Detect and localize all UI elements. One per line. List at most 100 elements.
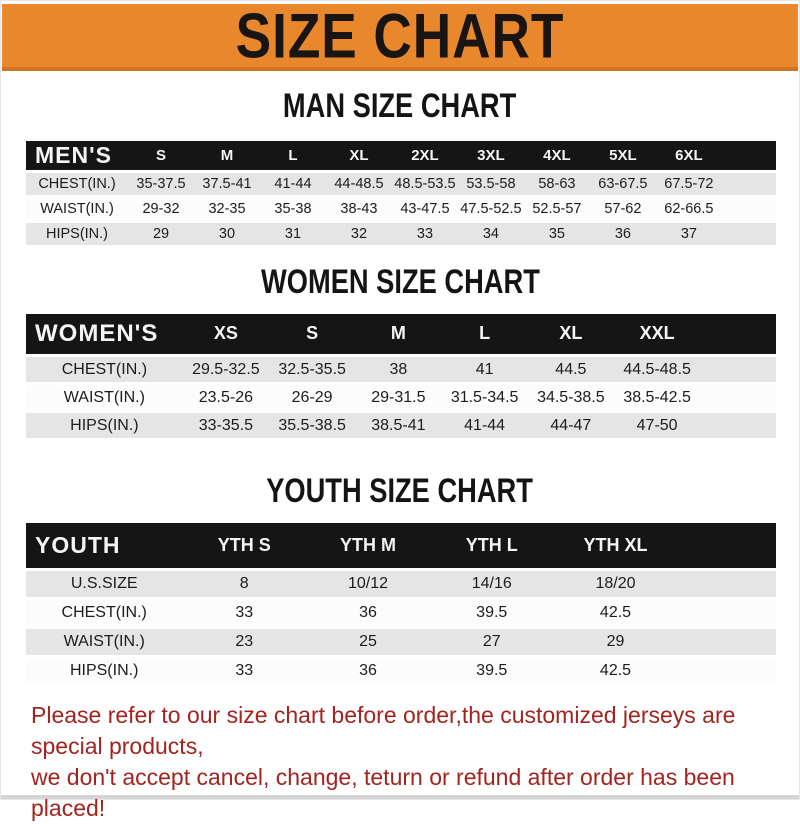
size-value-cell: 62-66.5 [664,200,714,217]
size-value-cell: 23.5-26 [198,388,253,406]
size-value-cell: 34.5-38.5 [537,388,605,406]
column-header-cell: S [156,146,167,164]
size-value-cell: 38 [389,360,408,378]
column-header-cell: YTH M [340,534,396,555]
filler-cell [700,412,776,440]
size-value-cell: 52.5-57 [532,200,582,217]
row-label-cell: HIPS(IN.) [69,661,139,679]
filler-cell [677,627,776,656]
size-value-cell: 14/16 [471,574,512,592]
banner-title: SIZE CHART [235,4,565,71]
size-value-cell: 35.5-38.5 [278,416,346,434]
column-header-cell: YTH L [465,534,518,555]
filler-cell [722,171,776,196]
size-value-cell: 41 [475,360,494,378]
size-value-cell: 37 [680,225,697,242]
size-value-cell: 8 [239,574,249,592]
size-value-cell: 33 [235,603,254,621]
size-value-cell: 44-47 [550,416,592,434]
size-value-cell: 32.5-35.5 [278,360,346,378]
size-value-cell: 32 [350,225,368,242]
column-header-cell: L [479,323,491,344]
size-value-cell: 41-44 [464,416,506,434]
size-value-cell: 63-67.5 [598,175,648,192]
size-value-cell: 44-48.5 [334,175,384,192]
size-value-cell: 38.5-42.5 [623,388,691,406]
youth-waist-row: WAIST(IN.) 23 25 27 29 [26,627,776,656]
bottom-edge-strip [1,795,799,799]
column-header-cell: XL [349,146,369,164]
disclaimer-line-2: we don't accept cancel, change, teturn o… [31,763,735,821]
size-value-cell: 47-50 [636,416,678,434]
size-value-cell: 23 [235,632,254,650]
size-value-cell: 36 [359,661,377,679]
filler-cell [677,523,776,569]
size-value-cell: 36 [614,225,631,242]
size-value-cell: 10/12 [347,574,389,592]
filler-cell [700,384,776,412]
size-value-cell: 43-47.5 [400,200,450,217]
size-value-cell: 25 [359,632,377,650]
women-section-title-text: WOMEN SIZE CHART [260,261,540,301]
column-header-cell: M [220,146,234,164]
size-value-cell: 29.5-32.5 [192,360,260,378]
size-value-cell: 38.5-41 [371,416,426,434]
men-size-table: MEN'S S M L XL 2XL 3XL 4XL 5XL 6XL CHEST… [26,141,776,248]
size-value-cell: 37.5-41 [202,175,252,192]
column-header-cell: XXL [639,323,675,344]
size-value-cell: 53.5-58 [466,175,516,192]
women-chest-row: CHEST(IN.) 29.5-32.5 32.5-35.5 38 41 44.… [26,355,776,384]
filler-cell [677,656,776,685]
size-value-cell: 42.5 [599,603,632,621]
disclaimer: Please refer to our size chart before or… [31,700,789,824]
size-value-cell: 26-29 [291,388,333,406]
men-section-title: MAN SIZE CHART [1,86,799,125]
row-label-cell: CHEST(IN.) [38,175,116,192]
size-value-cell: 42.5 [599,661,632,679]
size-value-cell: 57-62 [604,200,642,217]
size-value-cell: 35 [548,225,565,242]
size-value-cell: 58-63 [538,175,576,192]
size-value-cell: 33 [235,661,254,679]
column-header-cell: M [390,323,406,344]
filler-cell [722,196,776,221]
youth-ussize-row: U.S.SIZE 8 10/12 14/16 18/20 [26,569,776,598]
men-chest-row: CHEST(IN.) 35-37.5 37.5-41 41-44 44-48.5… [26,171,776,196]
men-header-row: MEN'S S M L XL 2XL 3XL 4XL 5XL 6XL [26,141,776,171]
size-value-cell: 67.5-72 [664,175,714,192]
youth-hips-row: HIPS(IN.) 33 36 39.5 42.5 [26,656,776,685]
row-label-cell: HIPS(IN.) [45,225,109,242]
youth-header-row: YOUTH YTH S YTH M YTH L YTH XL [26,523,776,569]
youth-chest-row: CHEST(IN.) 33 36 39.5 42.5 [26,598,776,627]
filler-cell [722,221,776,246]
size-value-cell: 35-37.5 [136,175,186,192]
women-section-title: WOMEN SIZE CHART [1,261,799,301]
size-value-cell: 44.5-48.5 [623,360,691,378]
row-label-cell: U.S.SIZE [70,574,138,592]
disclaimer-line-1: Please refer to our size chart before or… [31,701,736,759]
women-header-row: WOMEN'S XS S M L XL XXL [26,313,776,356]
size-value-cell: 36 [359,603,377,621]
row-label-cell: CHEST(IN.) [61,603,147,621]
size-value-cell: 39.5 [476,603,508,621]
women-waist-row: WAIST(IN.) 23.5-26 26-29 29-31.5 31.5-34… [26,383,776,412]
size-value-cell: 38-43 [340,200,378,217]
row-label-cell: WAIST(IN.) [63,388,145,406]
youth-section-title: YOUTH SIZE CHART [1,470,799,511]
women-hips-row: HIPS(IN.) 33-35.5 35.5-38.5 38.5-41 41-4… [26,411,776,440]
women-table-corner-label: WOMEN'S [35,319,159,347]
size-value-cell: 35-38 [274,200,312,217]
filler-cell [677,598,776,627]
size-value-cell: 44.5 [555,360,587,378]
filler-cell [677,569,776,598]
filler-cell [722,141,776,171]
column-header-cell: 3XL [477,146,505,164]
column-header-cell: XS [213,323,238,344]
size-value-cell: 47.5-52.5 [460,200,522,217]
youth-size-table: YOUTH YTH S YTH M YTH L YTH XL U.S.SIZE … [26,523,776,687]
youth-section-title-text: YOUTH SIZE CHART [266,470,534,511]
size-value-cell: 29-32 [142,200,180,217]
size-value-cell: 34 [482,225,499,242]
size-value-cell: 39.5 [476,661,508,679]
men-waist-row: WAIST(IN.) 29-32 32-35 35-38 38-43 43-47… [26,196,776,221]
